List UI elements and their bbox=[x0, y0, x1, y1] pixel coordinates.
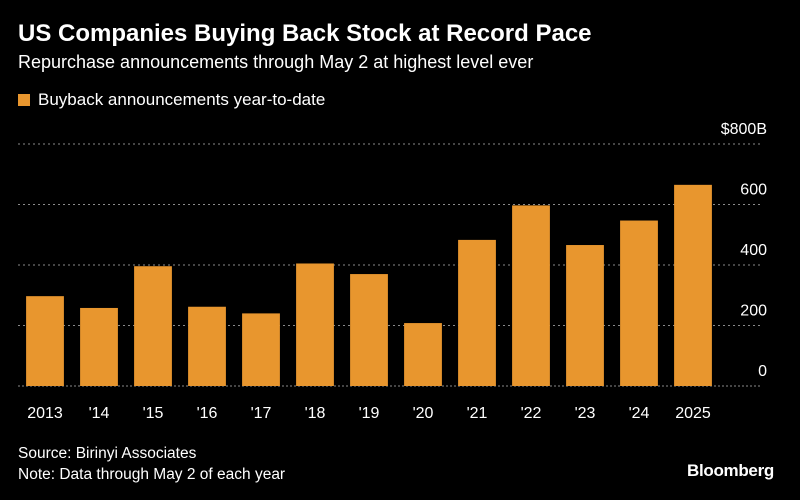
bloomberg-logo: Bloomberg bbox=[686, 461, 774, 480]
chart-subtitle: Repurchase announcements through May 2 a… bbox=[18, 52, 534, 72]
x-tick-label: '16 bbox=[197, 405, 218, 422]
legend-swatch bbox=[18, 94, 30, 106]
x-tick-label: '15 bbox=[143, 405, 164, 422]
x-tick-label: '20 bbox=[413, 405, 434, 422]
chart-title: US Companies Buying Back Stock at Record… bbox=[18, 20, 592, 47]
y-tick-label: 200 bbox=[740, 303, 767, 320]
y-tick-label: $800B bbox=[721, 121, 767, 138]
data-note: Note: Data through May 2 of each year bbox=[18, 466, 286, 483]
x-tick-label: '14 bbox=[89, 405, 110, 422]
y-tick-label: 400 bbox=[740, 242, 767, 259]
x-tick-label: '22 bbox=[521, 405, 542, 422]
bar bbox=[512, 205, 550, 386]
x-tick-label: '19 bbox=[359, 405, 380, 422]
legend: Buyback announcements year-to-date bbox=[18, 90, 325, 110]
bar bbox=[80, 307, 118, 386]
x-tick-label: 2025 bbox=[675, 405, 711, 422]
bar bbox=[620, 220, 658, 386]
bar bbox=[458, 239, 496, 386]
bar bbox=[242, 313, 280, 386]
bar bbox=[404, 323, 442, 386]
x-tick-label: '24 bbox=[629, 405, 650, 422]
bar bbox=[296, 263, 334, 386]
y-tick-label: 600 bbox=[740, 182, 767, 199]
bar bbox=[134, 266, 172, 386]
bar bbox=[350, 274, 388, 386]
x-tick-label: '21 bbox=[467, 405, 488, 422]
y-tick-label: 0 bbox=[758, 363, 767, 380]
x-tick-label: '18 bbox=[305, 405, 326, 422]
source-note: Source: Birinyi Associates bbox=[18, 445, 197, 462]
x-tick-label: '17 bbox=[251, 405, 272, 422]
bar bbox=[566, 245, 604, 386]
bar bbox=[188, 306, 226, 386]
bar bbox=[26, 296, 64, 386]
legend-label: Buyback announcements year-to-date bbox=[38, 90, 326, 109]
x-tick-label: '23 bbox=[575, 405, 596, 422]
x-tick-label: 2013 bbox=[27, 405, 63, 422]
bar bbox=[674, 184, 712, 386]
